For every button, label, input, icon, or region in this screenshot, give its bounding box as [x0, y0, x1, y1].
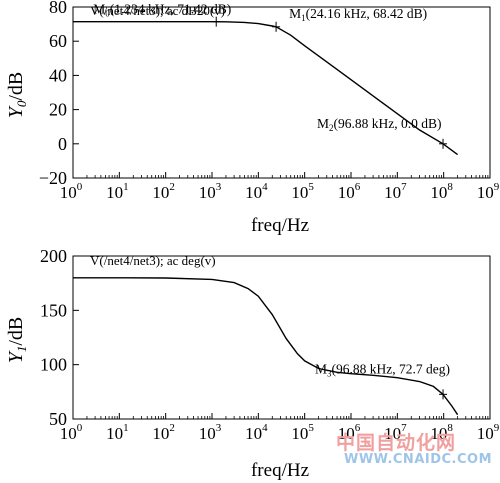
chart-title: V(/net4/net3); ac deg(v)	[90, 253, 216, 268]
chart-phase: V(/net4/net3); ac deg(v) Y1/dB freq/Hz 1…	[5, 246, 500, 481]
x-tick-label: 107	[384, 181, 407, 202]
y-axis-label-unit: /dB	[5, 72, 27, 101]
x-tick-label: 104	[245, 422, 268, 443]
plot-frame	[72, 6, 491, 179]
x-tick-label: 100	[60, 422, 83, 443]
x-tick-label: 102	[152, 181, 175, 202]
x-tick-label: 105	[291, 422, 314, 443]
y-tick-label: 0	[58, 134, 67, 154]
x-axis-label: freq/Hz	[251, 215, 309, 236]
marker-layer: M0(1.234 kHz, 71.42 dB) M1(24.16 kHz, 68.…	[93, 2, 448, 149]
y-axis-label: Y1/dB	[5, 317, 29, 364]
x-tick-label: 108	[430, 181, 453, 202]
x-tick-label: 105	[291, 181, 314, 202]
y-tick-label: 20	[49, 100, 67, 120]
marker-label: M3(96.88 kHz, 72.7 deg)	[315, 361, 450, 378]
marker-label: M1(24.16 kHz, 68.42 dB)	[289, 6, 427, 23]
y-tick-label: 40	[49, 65, 67, 85]
y-axis-label-unit: /dB	[5, 317, 27, 346]
x-tick-label: 100	[60, 181, 83, 202]
y-tick-label: −20	[39, 168, 67, 188]
x-tick-label: 101	[106, 181, 129, 202]
y-tick-label: 80	[49, 0, 67, 17]
y-tick-label: 50	[49, 409, 67, 429]
x-axis-label: freq/Hz	[251, 460, 309, 481]
chart-magnitude: V(/net4/net3); ac dB20(v) Y0/dB freq/Hz …	[5, 0, 500, 236]
y-tick-label: 200	[40, 246, 67, 266]
y-tick-label: 150	[40, 300, 67, 320]
tick-layer: 100 101 102 103 104 105 106 107 108 109 80 60 40 20 0 −…	[39, 0, 500, 202]
x-tick-label: 108	[430, 422, 453, 443]
marker-label: M2(96.88 kHz, 0.0 dB)	[317, 116, 442, 133]
y-axis-label-main: Y	[5, 105, 27, 118]
x-tick-label: 109	[477, 422, 500, 443]
y-tick-label: 100	[40, 355, 67, 375]
y-axis-label-sub: 1	[14, 346, 29, 353]
chart-title: V(/net4/net3); ac dB20(v)	[90, 3, 225, 18]
x-tick-label: 106	[338, 422, 361, 443]
series-line	[73, 277, 459, 416]
marker-layer: M3(96.88 kHz, 72.7 deg)	[315, 361, 450, 400]
y-axis-label: Y0/dB	[5, 72, 29, 119]
x-tick-label: 104	[245, 181, 268, 202]
plot-frame	[72, 255, 491, 420]
y-axis-label-main: Y	[5, 350, 27, 363]
x-tick-label: 106	[338, 181, 361, 202]
x-tick-label: 103	[199, 422, 222, 443]
tick-layer: 100 101 102 103 104 105 106 107 108 1092001501005…	[40, 246, 500, 443]
y-axis-label-sub: 0	[14, 100, 29, 107]
x-tick-label: 102	[152, 422, 175, 443]
x-tick-label: 103	[199, 181, 222, 202]
x-tick-label: 109	[477, 181, 500, 202]
x-tick-label: 107	[384, 422, 407, 443]
marker-label: M0(1.234 kHz, 71.42 dB)	[93, 2, 231, 19]
y-tick-label: 60	[49, 31, 67, 51]
x-tick-label: 101	[106, 422, 129, 443]
series-line	[73, 21, 459, 156]
